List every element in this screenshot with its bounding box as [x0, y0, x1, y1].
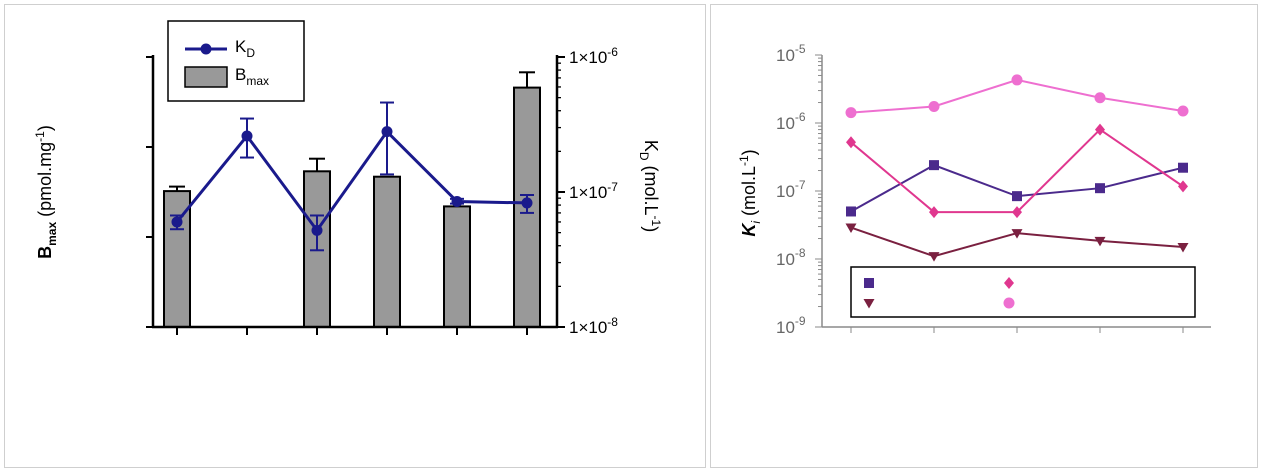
series-2-point-2	[1011, 229, 1023, 239]
legend-box-a	[167, 20, 305, 102]
series-0-point-1	[929, 160, 939, 171]
legend-kd-label: KD	[235, 37, 255, 60]
legend-marker-1	[1004, 277, 1014, 289]
series-1-point-0	[846, 136, 856, 149]
right-tick-label-0: 1×10-6	[569, 45, 618, 67]
legend-marker-2	[863, 299, 875, 309]
bar-3	[373, 175, 401, 328]
y-axis-title-b: Ki (mol.L-1)	[737, 149, 763, 236]
series-3-point-4	[1177, 105, 1189, 117]
legend-marker-3	[1003, 297, 1015, 309]
kd-point-2	[311, 224, 323, 236]
kd-point-3	[381, 126, 393, 138]
series-1-point-4	[1178, 180, 1188, 193]
chart-b-svg: 10-5 10-6 10-7 10-8 10-9 Ki (mol.L-1)	[737, 42, 1211, 337]
series-3-point-1	[928, 100, 940, 112]
y-tick-label-b-3: 10-8	[776, 246, 806, 269]
series-3-point-3	[1094, 92, 1106, 104]
series-line-0	[850, 164, 1184, 213]
y-tick-label-b-0: 10-5	[776, 42, 806, 65]
series-0-point-0	[846, 206, 856, 217]
legend-bmax-label: Bmax	[235, 65, 269, 88]
chart-a-svg: 1×10-6 1×10-7 1×10-8 Bmax (pmol.mg-1) KD (mo…	[33, 20, 663, 337]
kd-line	[175, 129, 528, 233]
panel-a: 1×10-6 1×10-7 1×10-8 Bmax (pmol.mg-1) KD (mo…	[4, 4, 706, 468]
series-0-point-2	[1012, 191, 1022, 202]
legend-marker-0	[864, 278, 874, 288]
y-tick-label-b-1: 10-6	[776, 110, 806, 133]
legend-bmax-swatch	[184, 66, 228, 88]
right-tick-label-1: 1×10-7	[569, 180, 618, 202]
legend-kd-marker	[200, 43, 212, 55]
right-tick-label-2: 1×10-8	[569, 315, 618, 337]
left-y-axis-title: Bmax (pmol.mg-1)	[33, 125, 59, 259]
series-2-point-3	[1094, 236, 1106, 247]
series-2-point-0	[845, 223, 857, 234]
series-2-point-4	[1177, 243, 1189, 253]
bar-4	[443, 205, 471, 328]
series-2-point-1	[928, 252, 940, 262]
kd-point-0	[171, 216, 183, 228]
series-1-point-1	[929, 206, 939, 219]
series-1-point-2	[1012, 206, 1022, 219]
y-tick-label-b-4: 10-9	[776, 314, 806, 337]
series-3-point-2	[1011, 74, 1023, 86]
series-0-point-4	[1178, 162, 1188, 173]
series-1-point-3	[1095, 123, 1105, 136]
legend-box-b	[850, 266, 1196, 318]
kd-point-4	[451, 196, 463, 208]
series-0-point-3	[1095, 183, 1105, 194]
kd-point-1	[241, 130, 253, 142]
kd-point-5	[521, 197, 533, 209]
series-3-point-0	[845, 107, 857, 119]
panel-b: 10-5 10-6 10-7 10-8 10-9 Ki (mol.L-1)	[710, 4, 1258, 468]
right-y-axis-title: KD (mol.L-1)	[637, 140, 663, 232]
y-tick-label-b-2: 10-7	[776, 178, 806, 201]
